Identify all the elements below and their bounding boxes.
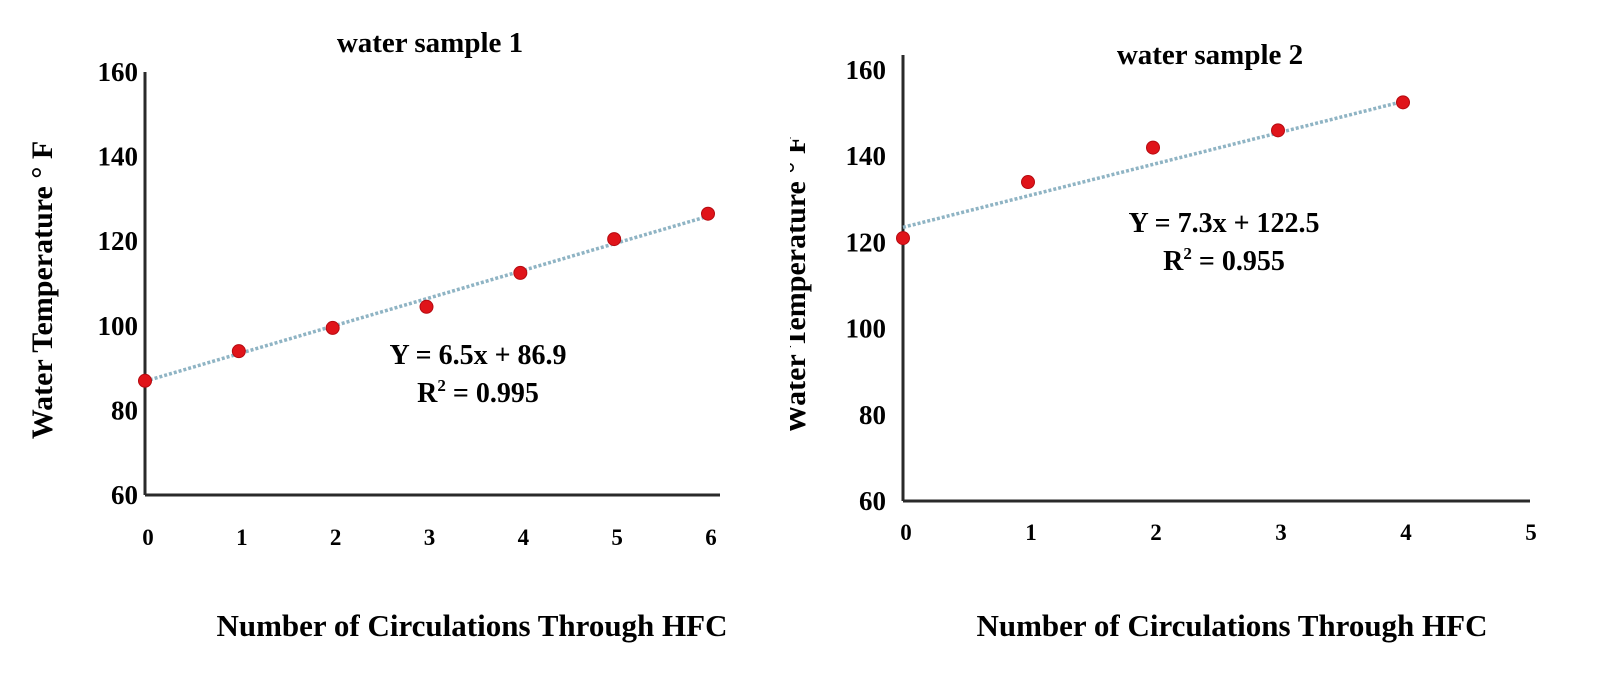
- x-tick-label: 3: [1275, 520, 1287, 545]
- chart-2-ylabel: Water Temperature ° F: [790, 136, 812, 434]
- x-tick-label: 2: [330, 525, 342, 550]
- y-tick-label: 80: [111, 395, 138, 425]
- x-tick-label: 4: [1400, 520, 1412, 545]
- data-point: [1271, 123, 1285, 138]
- chart-2-xlabel: Number of Circulations Through HFC: [976, 608, 1487, 643]
- chart-1-svg: water sample 1 Water Temperature ° F Num…: [26, 27, 728, 643]
- data-point: [896, 231, 910, 246]
- chart-1-xlabel: Number of Circulations Through HFC: [216, 608, 727, 643]
- chart-1-ylabel: Water Temperature ° F: [26, 141, 59, 439]
- chart-2-svg: water sample 2 Water Temperature ° F Num…: [790, 39, 1537, 643]
- chart-2-equation: Y = 7.3x + 122.5: [1128, 208, 1319, 239]
- data-point: [419, 299, 434, 314]
- data-point: [1021, 175, 1035, 190]
- data-point: [701, 206, 715, 221]
- y-tick-label: 120: [846, 227, 887, 257]
- y-tick-label: 100: [846, 314, 887, 344]
- y-tick-label: 100: [98, 311, 139, 341]
- x-tick-label: 0: [142, 525, 154, 550]
- x-tick-label: 1: [236, 525, 248, 550]
- data-point: [1396, 95, 1410, 110]
- y-tick-label: 120: [98, 226, 139, 256]
- data-point: [513, 265, 528, 280]
- x-tick-label: 0: [900, 520, 912, 545]
- chart-water-sample-2: water sample 2 Water Temperature ° F Num…: [790, 0, 1600, 676]
- x-tick-label: 2: [1150, 520, 1162, 545]
- y-tick-label: 60: [859, 486, 886, 516]
- chart-1-equation: Y = 6.5x + 86.9: [389, 340, 566, 371]
- trendline: [902, 99, 1404, 230]
- chart-1-title: water sample 1: [337, 27, 523, 59]
- chart-1-r-squared: R2 = 0.995: [417, 376, 539, 409]
- x-tick-label: 3: [424, 525, 436, 550]
- y-tick-label: 140: [846, 141, 887, 171]
- x-tick-label: 5: [611, 525, 623, 550]
- y-tick-label: 160: [98, 57, 139, 87]
- data-point: [1146, 140, 1160, 155]
- data-point: [231, 344, 246, 359]
- chart-water-sample-1: water sample 1 Water Temperature ° F Num…: [0, 0, 790, 676]
- y-tick-label: 140: [98, 142, 139, 172]
- x-tick-label: 4: [518, 525, 530, 550]
- x-tick-label: 5: [1525, 520, 1537, 545]
- data-point: [607, 232, 622, 247]
- data-point: [138, 373, 152, 388]
- y-tick-label: 160: [846, 55, 887, 85]
- data-point: [325, 320, 340, 335]
- x-tick-label: 6: [705, 525, 717, 550]
- y-tick-label: 80: [859, 400, 886, 430]
- chart-2-r-squared: R2 = 0.955: [1163, 244, 1285, 277]
- chart-2-title: water sample 2: [1117, 39, 1303, 71]
- y-tick-label: 60: [111, 480, 138, 510]
- x-tick-label: 1: [1025, 520, 1037, 545]
